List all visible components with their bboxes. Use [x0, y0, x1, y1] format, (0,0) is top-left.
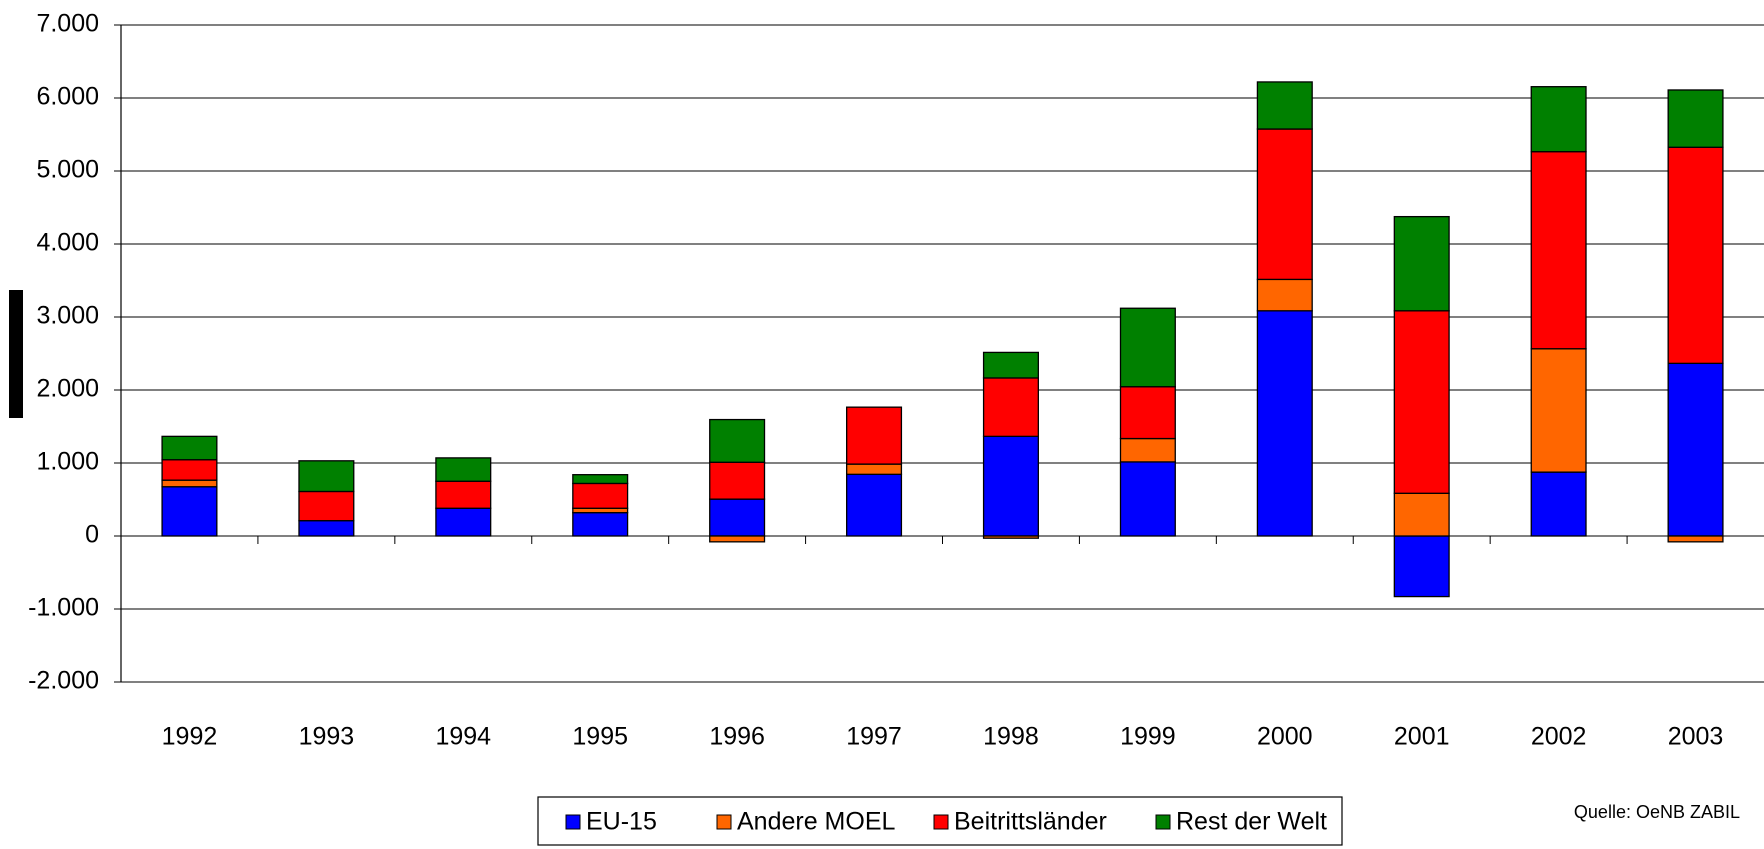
legend-swatch — [1155, 814, 1171, 830]
bar-segment — [1393, 492, 1450, 537]
bar-segment — [846, 463, 903, 475]
bar-segment — [709, 498, 766, 537]
bar-segment — [1393, 215, 1450, 312]
legend-swatch — [716, 814, 732, 830]
y-tick-label: 5.000 — [36, 156, 99, 184]
bar-segment — [435, 457, 492, 482]
x-tick-label: 1994 — [435, 723, 491, 751]
y-tick-label: 3.000 — [36, 302, 99, 330]
bar-segment — [435, 480, 492, 509]
x-tick-label: 1993 — [299, 723, 355, 751]
bar-segment — [1530, 471, 1587, 537]
x-tick-label: 1997 — [846, 723, 902, 751]
legend-label: Beitrittsländer — [954, 808, 1107, 836]
bar-segment — [572, 507, 629, 514]
bar-segment — [1256, 81, 1313, 130]
bar-segment — [982, 535, 1039, 539]
bar-segment — [572, 474, 629, 485]
bar-segment — [572, 511, 629, 537]
legend-label: Rest der Welt — [1176, 808, 1327, 836]
bar-segment — [1256, 128, 1313, 281]
bar-segment — [1530, 348, 1587, 473]
legend-label: EU-15 — [586, 808, 657, 836]
bar-segment — [298, 520, 355, 537]
bar-segment — [1530, 151, 1587, 350]
x-tick-label: 1995 — [572, 723, 628, 751]
bar-segment — [982, 377, 1039, 438]
legend-swatch — [933, 814, 949, 830]
source-note: Quelle: OeNB ZABIL — [1574, 802, 1740, 822]
bar-segment — [1119, 461, 1176, 537]
bar-segment — [572, 482, 629, 509]
x-tick-label: 1992 — [162, 723, 218, 751]
y-tick-label: 6.000 — [36, 83, 99, 111]
bar-segment — [1119, 437, 1176, 463]
bar-segment — [1256, 310, 1313, 537]
axis-title-block — [9, 290, 23, 418]
x-tick-label: 1998 — [983, 723, 1039, 751]
legend-label: Andere MOEL — [737, 808, 896, 836]
x-tick-label: 2003 — [1668, 723, 1724, 751]
legend-swatch — [565, 814, 581, 830]
bar-segment — [161, 486, 218, 537]
bar-segment — [1667, 146, 1724, 365]
x-tick-label: 2002 — [1531, 723, 1587, 751]
bar-segment — [161, 459, 218, 481]
bar-segment — [298, 490, 355, 522]
bar-segment — [846, 406, 903, 465]
bar-segment — [435, 507, 492, 537]
bar-segment — [1119, 307, 1176, 388]
y-tick-label: -2.000 — [28, 667, 99, 695]
bar-segment — [161, 435, 218, 461]
bar-segment — [1530, 86, 1587, 153]
bar-segment — [1393, 310, 1450, 494]
y-tick-label: 1.000 — [36, 448, 99, 476]
x-tick-label: 2000 — [1257, 723, 1313, 751]
bar-segment — [709, 535, 766, 543]
bar-segment — [1119, 386, 1176, 440]
y-tick-label: 7.000 — [36, 10, 99, 38]
bar-segment — [709, 461, 766, 500]
bar-segment — [982, 351, 1039, 379]
y-tick-label: -1.000 — [28, 594, 99, 622]
bar-segment — [1393, 535, 1450, 598]
x-tick-label: 1999 — [1120, 723, 1176, 751]
x-tick-label: 1996 — [709, 723, 765, 751]
y-tick-label: 0 — [85, 521, 99, 549]
bar-segment — [1667, 535, 1724, 543]
bar-segment — [709, 418, 766, 463]
bar-segment — [1667, 362, 1724, 537]
x-tick-label: 2001 — [1394, 723, 1450, 751]
y-tick-label: 2.000 — [36, 375, 99, 403]
y-tick-label: 4.000 — [36, 229, 99, 257]
bar-segment — [846, 473, 903, 537]
bar-segment — [1256, 278, 1313, 312]
bar-segment — [161, 479, 218, 488]
bar-segment — [982, 435, 1039, 537]
bar-segment — [298, 460, 355, 493]
bar-segment — [1667, 89, 1724, 148]
